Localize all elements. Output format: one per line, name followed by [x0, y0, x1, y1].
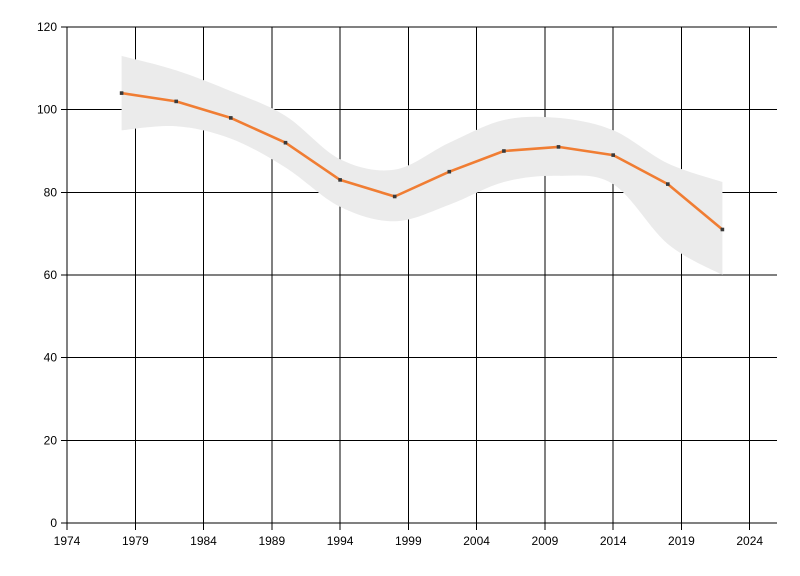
data-point-marker — [119, 91, 124, 95]
x-tick-label: 2024 — [736, 534, 763, 548]
data-point-marker — [666, 182, 670, 186]
y-tick-label: 100 — [37, 103, 57, 117]
y-tick-label: 20 — [44, 433, 58, 447]
y-tick-label: 60 — [44, 268, 58, 282]
confidence-band — [121, 55, 723, 276]
x-tick-label: 2019 — [668, 534, 695, 548]
data-point-marker — [392, 194, 397, 199]
y-tick-label: 0 — [50, 516, 57, 530]
data-point-marker — [174, 99, 178, 104]
x-tick-label: 1989 — [258, 534, 285, 548]
y-tick-label: 80 — [44, 185, 58, 199]
y-tick-label: 40 — [44, 351, 58, 365]
data-point-marker — [338, 178, 342, 182]
data-point-marker — [283, 140, 288, 145]
data-point-marker — [611, 153, 615, 157]
y-tick-label: 120 — [37, 20, 57, 34]
data-line — [120, 91, 724, 231]
x-tick-label: 1984 — [190, 534, 217, 548]
x-tick-label: 2009 — [532, 534, 559, 548]
data-point-marker — [447, 169, 452, 174]
data-point-marker — [229, 116, 233, 120]
x-tick-label: 1994 — [327, 534, 354, 548]
x-tick-label: 1999 — [395, 534, 422, 548]
data-point-marker — [720, 227, 725, 232]
data-point-marker — [556, 145, 561, 149]
x-tick-label: 2004 — [463, 534, 490, 548]
x-tick-label: 1979 — [122, 534, 149, 548]
x-tick-label: 2014 — [600, 534, 627, 548]
data-point-marker — [502, 149, 506, 153]
x-tick-label: 1974 — [54, 534, 81, 548]
